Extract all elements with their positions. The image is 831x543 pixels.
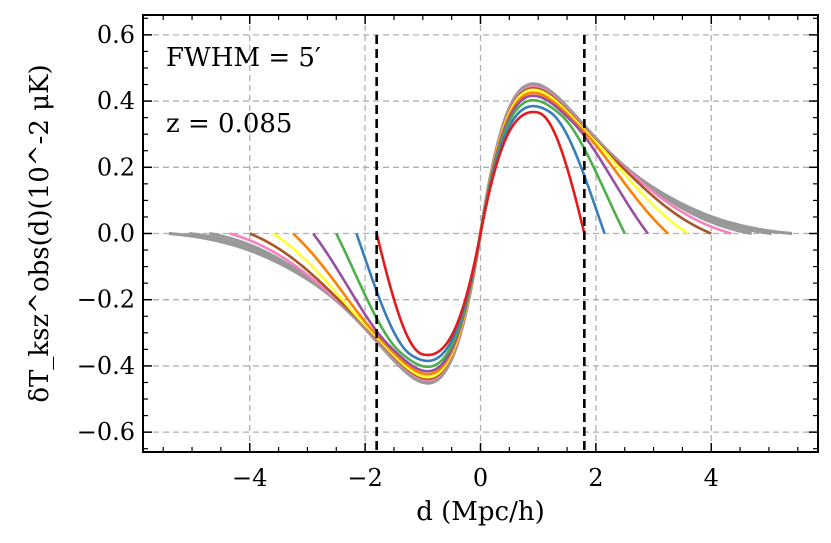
- series-lines: [168, 82, 793, 385]
- x-tick-label: −4: [232, 464, 267, 492]
- y-tick-label: 0.2: [97, 153, 135, 181]
- x-tick-label: −2: [347, 464, 382, 492]
- annotation-redshift: z = 0.085: [166, 109, 292, 139]
- y-tick-label: −0.2: [77, 286, 135, 314]
- axis-ticks: −4 −2 0 2 4 −0.6 −0.4 −0.2 0.0 0.2 0.4 0.6: [77, 15, 818, 492]
- y-tick-label: 0.6: [97, 21, 135, 49]
- y-axis-title: δT_ksz^obs(d)(10^-2 μK): [25, 64, 55, 402]
- grid: [143, 15, 818, 452]
- x-tick-label: 4: [704, 464, 719, 492]
- x-axis-title: d (Mpc/h): [416, 497, 545, 527]
- y-tick-label: 0.4: [97, 87, 135, 115]
- x-tick-label: 0: [473, 464, 488, 492]
- y-tick-label: −0.6: [77, 418, 135, 446]
- series-line-0: [375, 110, 586, 357]
- y-tick-label: −0.4: [77, 352, 135, 380]
- y-tick-label: 0.0: [97, 220, 135, 248]
- x-tick-label: 2: [588, 464, 603, 492]
- annotation-fwhm: FWHM = 5′: [166, 43, 321, 73]
